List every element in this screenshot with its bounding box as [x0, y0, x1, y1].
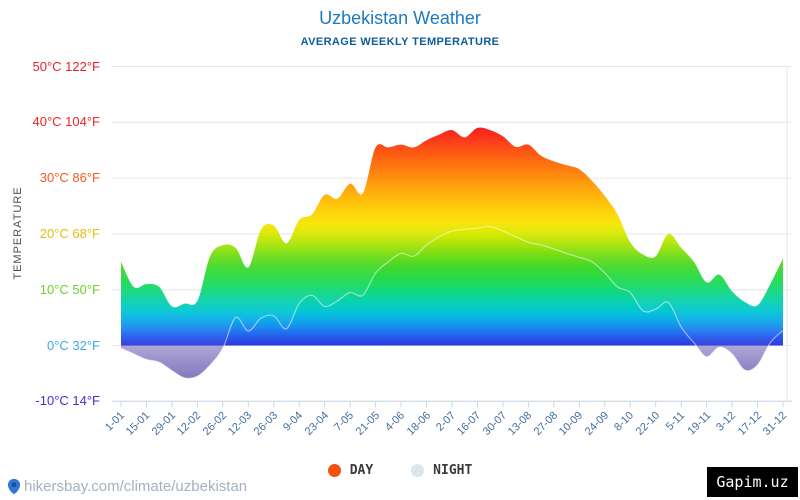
legend: DAY NIGHT — [0, 463, 800, 478]
legend-label-day: DAY — [349, 463, 374, 478]
day-series-dot-icon — [327, 464, 341, 477]
night-temperature-area — [121, 226, 783, 379]
legend-item-day[interactable]: DAY — [327, 463, 374, 478]
page-title: Uzbekistan Weather — [319, 8, 481, 28]
y-axis-label: 40°C 104°F — [32, 114, 101, 129]
legend-item-night[interactable]: NIGHT — [411, 463, 472, 478]
map-pin-icon — [7, 478, 21, 495]
chart-subtitle: AVERAGE WEEKLY TEMPERATURE — [300, 36, 500, 48]
y-axis-label: -10°C 14°F — [35, 393, 100, 408]
y-axis-label: 0°C 32°F — [46, 338, 100, 353]
y-axis-label: 10°C 50°F — [39, 282, 100, 297]
y-axis-label: 30°C 86°F — [39, 170, 100, 185]
footer-url[interactable]: hikersbay.com/climate/uzbekistan — [24, 478, 248, 495]
legend-label-night: NIGHT — [433, 463, 473, 478]
footer: hikersbay.com/climate/uzbekistan — [7, 478, 247, 495]
y-axis-label: 20°C 68°F — [39, 226, 100, 241]
night-temperature-line — [120, 225, 784, 379]
y-axis-label: 50°C 122°F — [32, 59, 101, 74]
night-series-dot-icon — [411, 464, 425, 477]
y-axis-title: TEMPERATURE — [12, 186, 24, 280]
watermark-badge: Gapim.uz — [707, 467, 798, 497]
